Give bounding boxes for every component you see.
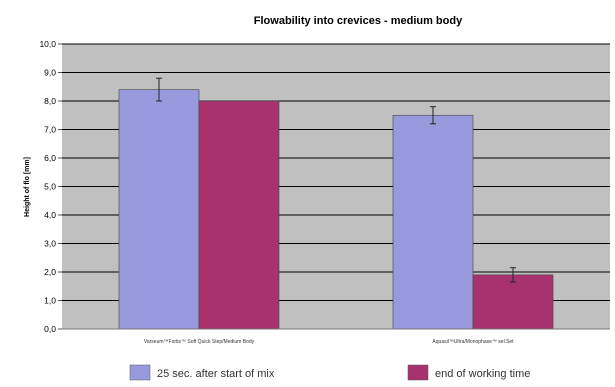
bar <box>392 114 474 330</box>
y-tick-label: 10,0 <box>39 39 56 49</box>
bar <box>472 274 554 330</box>
y-tick-label: 0,0 <box>44 324 56 334</box>
y-tick-label: 3,0 <box>44 239 56 249</box>
x-category-label: Aquasil™Ultra/Monophase™ sel.Set <box>432 339 514 345</box>
bar <box>118 89 200 330</box>
chart-title: Flowability into crevices - medium body <box>254 15 463 27</box>
x-category-label: Varseum™Fortis™ Soft Quick Step/Medium B… <box>144 339 255 345</box>
bar <box>198 100 280 330</box>
y-tick-label: 5,0 <box>44 182 56 192</box>
legend-swatch <box>129 364 151 381</box>
y-tick-label: 1,0 <box>44 296 56 306</box>
legend-label: end of working time <box>435 368 530 380</box>
y-tick-label: 7,0 <box>44 125 56 135</box>
y-tick-label: 8,0 <box>44 96 56 106</box>
legend-label: 25 sec. after start of mix <box>157 368 275 380</box>
y-tick-label: 9,0 <box>44 68 56 78</box>
y-tick-label: 6,0 <box>44 153 56 163</box>
y-tick-label: 4,0 <box>44 210 56 220</box>
legend-swatch <box>407 364 429 381</box>
y-axis-label: Height of flo [mm] <box>24 157 31 217</box>
y-tick-label: 2,0 <box>44 267 56 277</box>
